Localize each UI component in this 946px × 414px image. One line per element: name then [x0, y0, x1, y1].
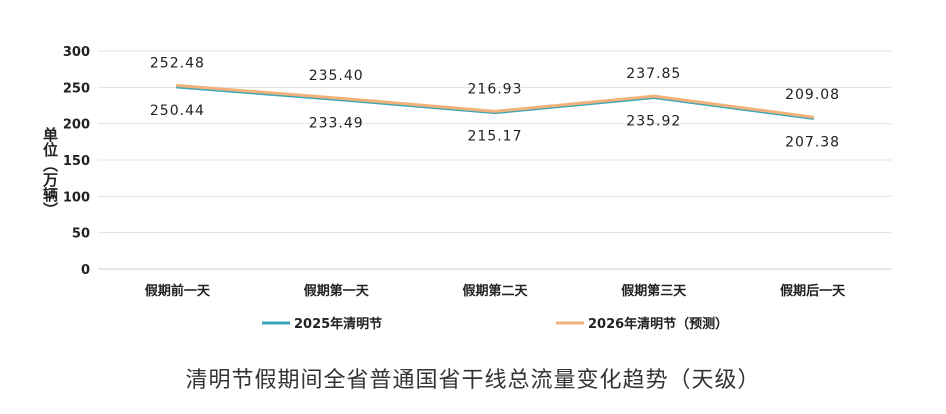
x-tick-labels: 假期前一天 假期第一天 假期第二天 假期第三天 假期后一天 — [145, 283, 846, 299]
data-label: 209.08 — [785, 87, 840, 103]
x-tick-label: 假期前一天 — [145, 283, 211, 299]
data-label: 235.40 — [309, 68, 364, 84]
y-tick-label: 250 — [63, 81, 90, 96]
data-label: 215.17 — [468, 129, 523, 145]
legend: 2025年清明节 2026年清明节（预测） — [262, 316, 728, 332]
data-label: 235.92 — [626, 114, 681, 130]
y-tick-label: 300 — [63, 45, 90, 60]
data-label: 250.44 — [150, 103, 205, 119]
data-label: 216.93 — [468, 81, 523, 97]
data-label: 207.38 — [785, 134, 840, 150]
legend-label: 2025年清明节 — [294, 316, 382, 332]
x-tick-label: 假期第一天 — [304, 283, 370, 299]
y-tick-labels: 0 50 100 150 200 250 300 — [63, 45, 90, 278]
y-axis-label: 单位（万辆） — [41, 127, 59, 217]
y-tick-label: 200 — [63, 118, 90, 133]
series-lines — [175, 84, 815, 120]
grid-lines — [98, 50, 892, 270]
data-label: 252.48 — [150, 56, 205, 72]
x-tick-label: 假期后一天 — [780, 283, 846, 299]
y-tick-label: 150 — [63, 154, 90, 169]
y-tick-label: 50 — [72, 227, 90, 242]
legend-label: 2026年清明节（预测） — [588, 316, 728, 332]
x-tick-label: 假期第二天 — [462, 283, 528, 299]
y-tick-label: 0 — [81, 263, 90, 278]
data-label: 237.85 — [626, 66, 681, 82]
series-line-2 — [175, 84, 815, 119]
y-tick-label: 100 — [63, 190, 90, 205]
data-label: 233.49 — [309, 115, 364, 131]
chart-title: 清明节假期间全省普通国省干线总流量变化趋势（天级） — [185, 368, 761, 393]
data-labels: 250.44 233.49 215.17 235.92 207.38 252.48 235.… — [150, 56, 840, 151]
x-tick-label: 假期第三天 — [621, 283, 687, 299]
